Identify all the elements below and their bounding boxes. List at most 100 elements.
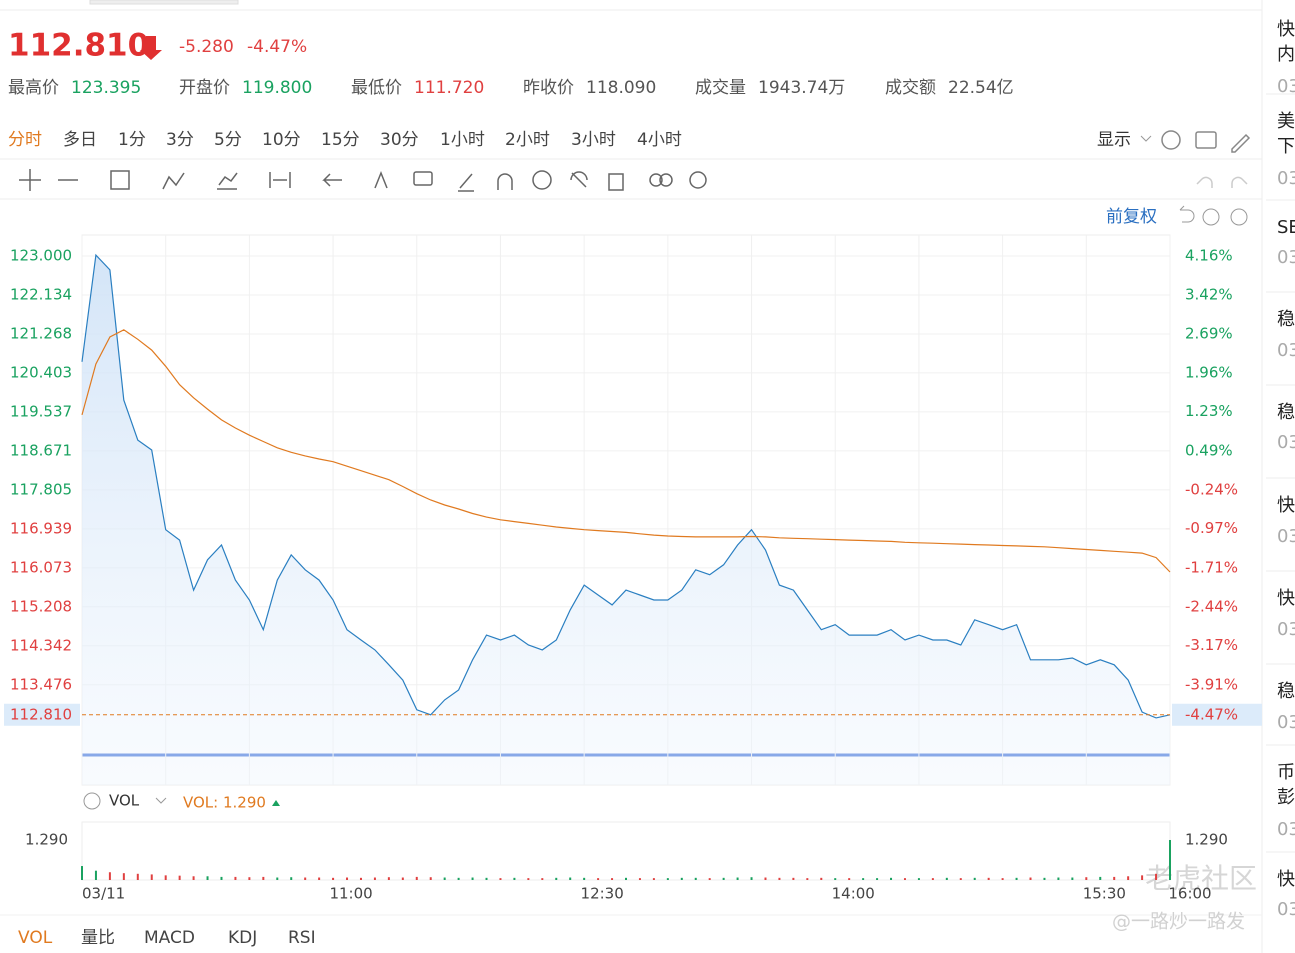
volume-bar — [890, 877, 893, 880]
x-tick-label: 12:30 — [581, 885, 624, 903]
price-area — [82, 255, 1170, 786]
volume-bar — [220, 876, 223, 880]
timeframe-tab[interactable]: 5分 — [214, 130, 242, 150]
volume-bar — [1099, 876, 1102, 880]
price-line — [81, 253, 1171, 719]
y-tick-label: 115.208 — [10, 597, 72, 615]
volume-bar — [597, 878, 600, 880]
volume-bar — [848, 878, 851, 880]
indicator-tab[interactable]: VOL — [18, 928, 53, 948]
indicator-tab[interactable]: KDJ — [228, 928, 257, 948]
timeframe-tab[interactable]: 多日 — [63, 130, 97, 150]
volume-bar — [1085, 877, 1088, 880]
timeframe-tab[interactable]: 15分 — [321, 130, 360, 150]
undo[interactable] — [1196, 176, 1213, 188]
timeframe-tab[interactable]: 3小时 — [571, 130, 616, 150]
volume-bar — [708, 878, 711, 880]
indicator-tab[interactable]: RSI — [288, 928, 316, 948]
volume-bar — [694, 877, 697, 880]
reset[interactable] — [1179, 205, 1195, 223]
volume-bar — [959, 878, 962, 880]
arrow-tool[interactable] — [322, 173, 342, 187]
settings-icon[interactable] — [1161, 130, 1181, 150]
volume-bar — [429, 877, 432, 880]
volume-bar — [108, 872, 111, 880]
pattern-tool[interactable] — [162, 172, 185, 190]
news-text: 03 — [1277, 712, 1295, 733]
indicator-tab[interactable]: 量比 — [81, 928, 115, 948]
news-text: 03 — [1277, 899, 1295, 920]
zoom-in[interactable] — [1230, 208, 1248, 226]
volume-bar — [652, 878, 655, 880]
volume-bar — [276, 877, 279, 880]
news-text: 稳 — [1277, 681, 1295, 702]
x-tick-label: 15:30 — [1083, 885, 1126, 903]
volume-bar — [764, 877, 767, 880]
redo[interactable] — [1231, 176, 1248, 188]
stat-label: 昨收价 — [523, 78, 574, 98]
measure-tool[interactable] — [269, 172, 291, 188]
magnet-tool[interactable] — [497, 173, 513, 190]
news-text: 03 — [1277, 619, 1295, 640]
down-arrow — [140, 36, 162, 60]
news-text: 03 — [1277, 432, 1295, 453]
note-tool[interactable] — [413, 171, 433, 186]
adjust-button[interactable]: 前复权 — [1106, 207, 1157, 227]
move-tool[interactable] — [19, 169, 41, 191]
volume-bar — [290, 877, 293, 880]
change-pct: -4.47% — [247, 37, 307, 57]
timeframe-tab[interactable]: 分时 — [8, 130, 42, 150]
hide-tool[interactable] — [570, 171, 588, 188]
rect-tool[interactable] — [110, 170, 130, 190]
timeframe-tab[interactable]: 2小时 — [505, 130, 550, 150]
timeframe-tab[interactable]: 30分 — [380, 130, 419, 150]
x-tick-label: 03/11 — [82, 885, 125, 903]
timeframe-tab[interactable]: 3分 — [166, 130, 194, 150]
timeframe-tab[interactable]: 1小时 — [440, 130, 485, 150]
volume-bar — [806, 878, 809, 880]
brush-tool[interactable] — [458, 173, 474, 192]
volume-bar — [192, 876, 195, 880]
volume-bar — [346, 877, 349, 880]
timeframe-tab[interactable]: 10分 — [262, 130, 301, 150]
volume-bar — [150, 874, 153, 880]
close-indicator[interactable] — [83, 792, 101, 810]
timeframe-tab[interactable]: 4小时 — [637, 130, 682, 150]
volume-bar — [1155, 873, 1158, 880]
icon — [1140, 135, 1152, 142]
pen-icon[interactable] — [1231, 133, 1251, 153]
delete-tool[interactable] — [608, 173, 624, 191]
y-tick-label: 116.939 — [10, 519, 72, 537]
volume-bar — [234, 876, 237, 880]
zoom-out[interactable] — [1202, 208, 1220, 226]
volume-bar — [973, 877, 976, 880]
lock-tool[interactable] — [532, 170, 552, 190]
volume-value: VOL: 1.290 — [183, 794, 266, 812]
volume-bar — [262, 876, 265, 880]
toolbar — [19, 169, 1248, 192]
volume-bar — [1015, 877, 1018, 880]
indicator-tab[interactable]: MACD — [144, 928, 195, 948]
news-text: 彭 — [1277, 787, 1295, 808]
display-button[interactable]: 显示 — [1097, 130, 1131, 150]
volume-bar — [750, 877, 753, 880]
y2-tick-label: 0.49% — [1185, 441, 1233, 459]
draw-settings[interactable] — [689, 171, 707, 189]
volume-bar — [81, 866, 83, 880]
fib-tool[interactable] — [217, 172, 238, 190]
volume-bar — [1113, 876, 1116, 880]
volume-bar — [638, 878, 641, 880]
volume-bar — [736, 877, 739, 880]
news-text: 币 — [1277, 762, 1295, 783]
watermark: @一路炒一路发 — [1112, 911, 1245, 933]
text-tool[interactable] — [374, 170, 388, 189]
volume-bar — [987, 877, 990, 880]
price: 112.810 — [8, 28, 149, 64]
volume-tick-label: 1.290 — [25, 830, 68, 848]
news-text: 03 — [1277, 168, 1295, 189]
camera-icon[interactable] — [1195, 131, 1217, 149]
volume-bar — [778, 877, 781, 880]
y2-tick-label: -1.71% — [1185, 558, 1238, 576]
timeframe-tab[interactable]: 1分 — [118, 130, 146, 150]
